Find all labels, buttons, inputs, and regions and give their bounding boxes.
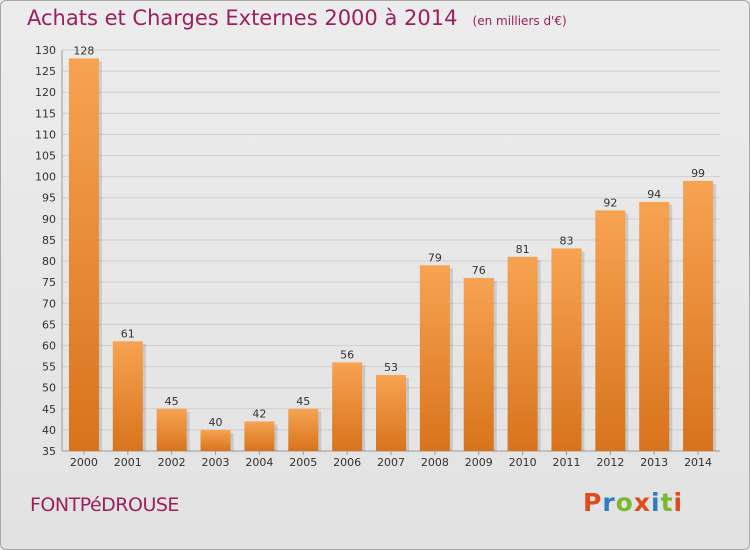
data-label: 92 xyxy=(603,196,617,209)
data-label: 56 xyxy=(340,348,354,361)
data-label: 45 xyxy=(165,395,179,408)
x-tick-label: 2004 xyxy=(245,456,273,469)
logo-letter: i xyxy=(651,488,661,517)
proxiti-logo[interactable]: Proxiti xyxy=(583,488,683,517)
data-label: 81 xyxy=(516,243,530,256)
logo-letter: x xyxy=(633,488,651,517)
y-tick-label: 60 xyxy=(42,339,56,352)
bar-2003[interactable] xyxy=(200,429,231,451)
place-name: FONTPéDROUSE xyxy=(30,494,179,516)
data-label: 45 xyxy=(296,395,310,408)
y-tick-label: 45 xyxy=(42,403,56,416)
y-tick-label: 105 xyxy=(35,150,56,163)
x-tick-label: 2005 xyxy=(289,456,317,469)
y-tick-label: 130 xyxy=(35,44,56,57)
logo-letter: P xyxy=(583,488,603,517)
bar-2001[interactable] xyxy=(112,341,143,451)
y-tick-label: 35 xyxy=(42,445,56,458)
y-tick-label: 120 xyxy=(35,86,56,99)
chart-subtitle: (en milliers d'€) xyxy=(472,14,567,28)
logo-letter: i xyxy=(673,488,684,517)
chart-title: Achats et Charges Externes 2000 à 2014 xyxy=(27,6,458,30)
logo-letter: t xyxy=(660,488,674,517)
y-tick-label: 75 xyxy=(42,276,56,289)
data-label: 61 xyxy=(121,327,135,340)
x-tick-label: 2014 xyxy=(684,456,712,469)
y-tick-label: 40 xyxy=(42,424,56,437)
x-tick-label: 2013 xyxy=(640,456,668,469)
data-label: 40 xyxy=(209,416,223,429)
y-tick-label: 50 xyxy=(42,382,56,395)
bar-2012[interactable] xyxy=(595,210,626,451)
data-label: 99 xyxy=(691,167,705,180)
logo-letter: o xyxy=(615,488,634,517)
data-label: 94 xyxy=(647,188,661,201)
x-tick-label: 2000 xyxy=(70,456,98,469)
x-tick-label: 2008 xyxy=(421,456,449,469)
bar-2009[interactable] xyxy=(463,277,494,451)
y-tick-label: 65 xyxy=(42,318,56,331)
x-tick-label: 2011 xyxy=(552,456,580,469)
x-tick-label: 2010 xyxy=(509,456,537,469)
y-tick-label: 55 xyxy=(42,361,56,374)
x-tick-label: 2006 xyxy=(333,456,361,469)
bar-2008[interactable] xyxy=(419,265,450,451)
logo-letter: r xyxy=(602,488,616,517)
x-tick-label: 2003 xyxy=(202,456,230,469)
x-tick-label: 2002 xyxy=(158,456,186,469)
y-tick-label: 110 xyxy=(35,128,56,141)
bar-2010[interactable] xyxy=(507,256,538,451)
data-label: 53 xyxy=(384,361,398,374)
bar-2013[interactable] xyxy=(639,201,670,451)
y-tick-label: 80 xyxy=(42,255,56,268)
y-tick-label: 95 xyxy=(42,192,56,205)
x-tick-label: 2012 xyxy=(596,456,624,469)
bar-2002[interactable] xyxy=(156,408,187,451)
y-tick-label: 70 xyxy=(42,297,56,310)
title-block: Achats et Charges Externes 2000 à 2014 (… xyxy=(27,6,567,30)
data-label: 79 xyxy=(428,251,442,264)
y-tick-label: 90 xyxy=(42,213,56,226)
data-labels: 128 61 45 40 42 45 56 53 79 76 81 83 92 94 99 xyxy=(73,44,705,428)
data-label: 76 xyxy=(472,264,486,277)
bar-2004[interactable] xyxy=(244,421,275,451)
bar-2005[interactable] xyxy=(288,408,319,451)
bar-2007[interactable] xyxy=(376,375,406,451)
y-tick-label: 125 xyxy=(35,65,56,78)
data-label: 42 xyxy=(252,407,266,420)
bar-2011[interactable] xyxy=(551,248,582,451)
bar-2006[interactable] xyxy=(332,362,363,451)
x-tick-label: 2009 xyxy=(465,456,493,469)
y-tick-label: 100 xyxy=(35,171,56,184)
y-tick-label: 85 xyxy=(42,234,56,247)
bar-2014[interactable] xyxy=(683,180,714,451)
data-label: 83 xyxy=(559,234,573,247)
data-label: 128 xyxy=(73,44,94,57)
bars xyxy=(68,58,717,451)
y-tick-label: 115 xyxy=(35,107,56,120)
bar-2000[interactable] xyxy=(68,58,99,451)
x-tick-label: 2007 xyxy=(377,456,405,469)
x-tick-label: 2001 xyxy=(114,456,142,469)
